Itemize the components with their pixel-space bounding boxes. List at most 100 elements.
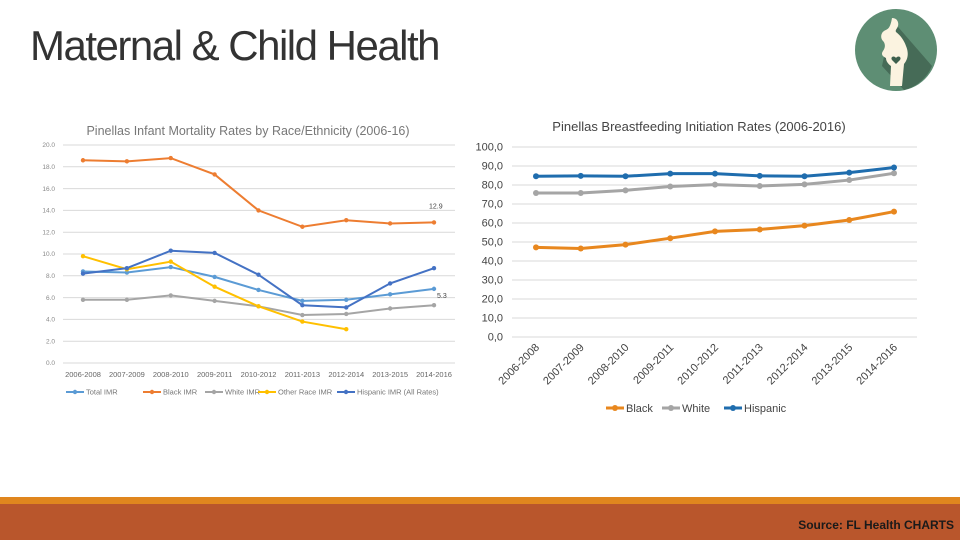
data-point (533, 173, 539, 180)
y-tick-label: 80,0 (482, 180, 503, 192)
data-point (344, 297, 349, 302)
legend-label: White IMR (225, 388, 261, 397)
data-point (801, 222, 808, 229)
x-tick-label: 2011-2013 (721, 342, 766, 387)
data-point (387, 292, 393, 297)
data-point (256, 272, 261, 277)
data-point (80, 297, 86, 302)
infant-mortality-chart: Pinellas Infant Mortality Rates by Race/… (42, 124, 455, 397)
x-tick-label: 2008-2010 (586, 342, 632, 388)
data-point (577, 189, 584, 196)
data-point (431, 265, 437, 271)
data-point (846, 216, 853, 223)
data-point (168, 259, 173, 264)
legend-label: Total IMR (86, 388, 118, 397)
data-point (387, 221, 393, 226)
data-point (667, 170, 674, 177)
data-point (712, 170, 718, 177)
series-line-black-imr (82, 157, 435, 228)
y-tick-label: 70,0 (482, 199, 503, 211)
series-line-other-race-imr (82, 255, 347, 331)
data-point (168, 264, 173, 270)
data-label: 12.9 (429, 203, 443, 210)
x-tick-label: 2010-2012 (675, 342, 721, 388)
slide-title: Maternal & Child Health (30, 22, 441, 69)
legend-label: Other Race IMR (278, 388, 333, 397)
series-line-total-imr (82, 266, 435, 302)
data-point (344, 305, 349, 310)
y-tick-label: 30,0 (482, 275, 503, 287)
legend-marker (149, 389, 155, 395)
y-tick-label: 2.0 (46, 338, 55, 345)
charts-canvas: Pinellas Infant Mortality Rates by Race/… (42, 119, 917, 415)
y-tick-label: 40,0 (482, 256, 503, 268)
footer-bar: Source: FL Health CHARTS (0, 504, 960, 540)
breastfeeding-chart: Pinellas Breastfeeding Initiation Rates … (475, 119, 917, 415)
data-point (577, 245, 584, 252)
x-tick-label: 2012-2014 (765, 342, 811, 388)
data-point (300, 298, 305, 304)
legend-marker (211, 389, 217, 395)
data-point (667, 183, 674, 190)
y-tick-label: 4.0 (46, 317, 55, 324)
footer-stripe (0, 497, 960, 504)
x-tick-label: 2007-2009 (109, 370, 145, 379)
x-tick-label: 2014-2016 (416, 370, 452, 379)
legend-label: Black (626, 403, 653, 415)
x-tick-label: 2014-2016 (854, 342, 900, 388)
x-tick-label: 2013-2015 (810, 342, 856, 388)
data-point (622, 187, 629, 194)
y-tick-label: 14.0 (42, 208, 55, 215)
data-point (344, 311, 349, 317)
y-tick-label: 16.0 (42, 186, 55, 193)
legend-marker (264, 389, 270, 395)
chart-title: Pinellas Breastfeeding Initiation Rates … (552, 119, 845, 134)
data-point (80, 271, 86, 276)
data-point (622, 173, 629, 180)
data-point (344, 327, 349, 332)
data-point (212, 298, 217, 304)
x-tick-label: 2006-2008 (65, 370, 101, 379)
data-point (756, 172, 763, 179)
data-point (124, 265, 130, 271)
y-tick-label: 6.0 (46, 295, 55, 302)
x-tick-label: 2009-2011 (631, 342, 676, 387)
y-tick-label: 0.0 (46, 360, 55, 367)
data-point (168, 293, 173, 298)
data-point (533, 189, 539, 196)
data-point (712, 181, 718, 188)
data-point (212, 274, 217, 280)
data-point (80, 158, 86, 163)
y-tick-label: 10,0 (482, 313, 503, 325)
data-point (80, 253, 86, 259)
data-point (124, 297, 130, 302)
data-point (756, 182, 763, 189)
x-tick-label: 2008-2010 (153, 370, 189, 379)
x-tick-label: 2010-2012 (241, 370, 277, 379)
data-point (712, 228, 718, 235)
data-point (300, 224, 305, 229)
x-tick-label: 2011-2013 (285, 370, 320, 379)
data-point (667, 235, 674, 242)
data-point (124, 159, 130, 164)
legend-marker (612, 405, 618, 411)
data-point (212, 250, 217, 256)
legend-marker (730, 405, 736, 411)
data-point (344, 218, 349, 223)
data-point (891, 164, 897, 171)
y-tick-label: 20,0 (482, 294, 503, 306)
data-point (801, 181, 808, 188)
data-point (256, 287, 261, 293)
data-point (431, 286, 437, 292)
legend-marker (343, 389, 349, 395)
x-tick-label: 2013-2015 (372, 370, 408, 379)
data-point (533, 244, 539, 251)
data-point (256, 304, 261, 309)
x-tick-label: 2012-2014 (328, 370, 364, 379)
data-point (846, 169, 853, 176)
legend-marker (72, 389, 78, 395)
data-point (300, 303, 305, 308)
y-tick-label: 18.0 (42, 164, 55, 171)
data-point (387, 281, 393, 286)
y-tick-label: 8.0 (46, 273, 55, 280)
